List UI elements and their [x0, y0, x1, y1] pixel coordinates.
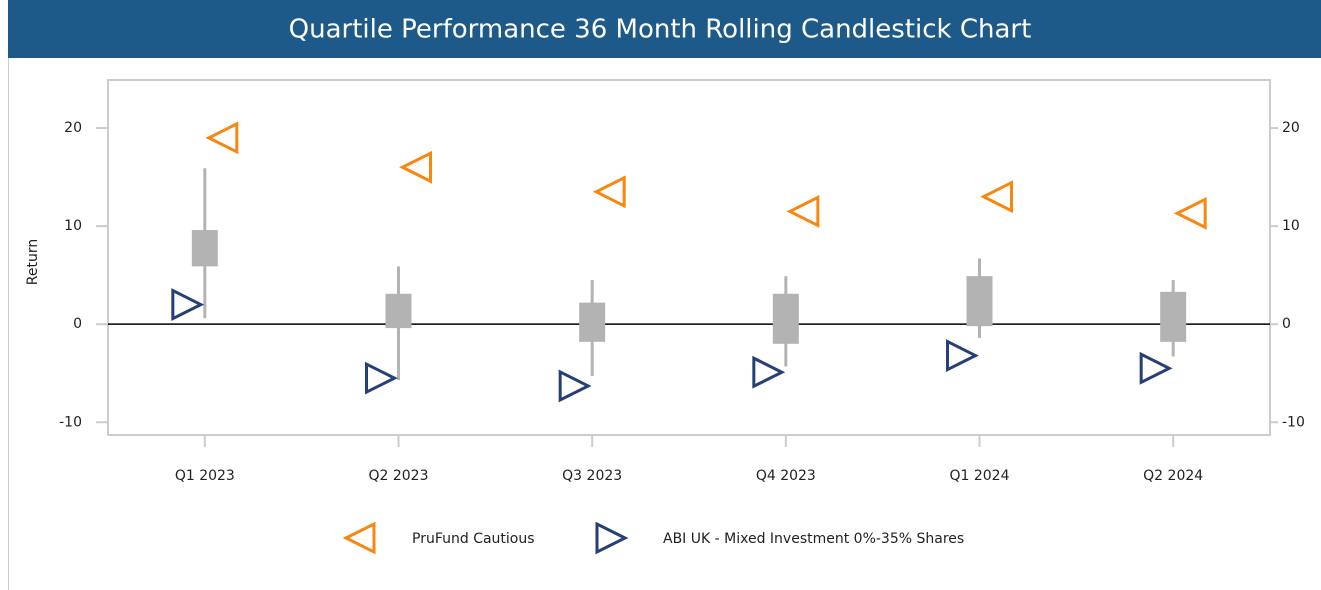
marker	[171, 288, 205, 321]
y2-tick-label: 10	[1282, 218, 1300, 234]
marker	[558, 369, 592, 403]
x-tick-label: Q2 2023	[368, 468, 428, 484]
y2-tick-label: 20	[1282, 120, 1300, 136]
candle-body	[1160, 291, 1187, 342]
candle-body	[385, 293, 412, 329]
marker	[1173, 196, 1207, 230]
candle-body	[579, 302, 606, 342]
legend-marker	[342, 521, 376, 555]
candle-body	[772, 293, 799, 344]
x-tick-label: Q1 2024	[949, 468, 1009, 484]
marker	[752, 355, 786, 389]
y-tick-label: 0	[73, 316, 82, 332]
y2-tick-label: -10	[1282, 414, 1305, 430]
marker	[592, 175, 626, 209]
candle-body	[966, 276, 993, 327]
x-tick-label: Q3 2023	[562, 468, 622, 484]
marker	[205, 121, 239, 155]
x-tick-label: Q1 2023	[175, 468, 235, 484]
legend-marker	[595, 521, 629, 555]
y2-tick-label: 0	[1282, 316, 1291, 332]
title-bar	[8, 0, 1321, 58]
marker	[786, 194, 820, 228]
y-tick-label: -10	[59, 414, 82, 430]
marker	[365, 361, 398, 395]
y-axis-label: Return	[25, 239, 41, 285]
marker	[946, 339, 979, 372]
marker	[980, 180, 1013, 214]
chart-title: Quartile Performance 36 Month Rolling Ca…	[289, 15, 1032, 45]
legend-label: ABI UK - Mixed Investment 0%-35% Shares	[663, 531, 964, 547]
marker	[399, 150, 432, 184]
y-tick-label: 10	[64, 218, 82, 234]
x-tick-label: Q4 2023	[756, 468, 816, 484]
x-tick-label: Q2 2024	[1143, 468, 1203, 484]
y-tick-label: 20	[64, 120, 82, 136]
marker	[1139, 351, 1173, 385]
candle-body	[191, 230, 218, 267]
legend-label: PruFund Cautious	[412, 531, 535, 547]
plot-frame	[107, 79, 1271, 436]
